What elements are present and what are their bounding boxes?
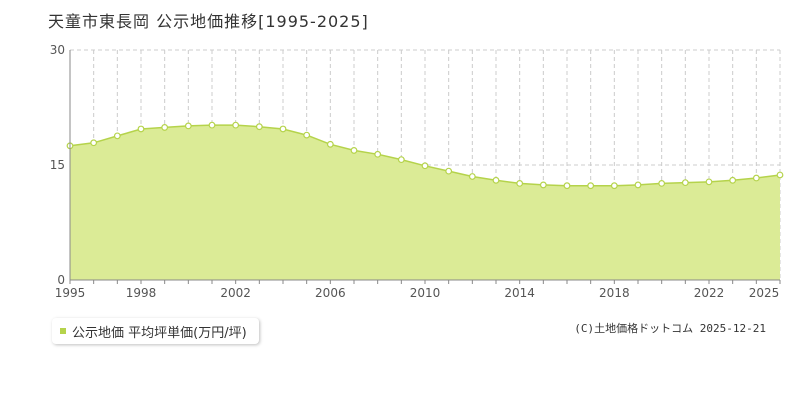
x-tick-label: 2006 [315, 286, 346, 300]
x-tick-label: 2025 [749, 286, 780, 300]
data-point-2024 [752, 174, 760, 182]
data-point-2000 [184, 122, 192, 130]
y-tick-label: 15 [50, 158, 65, 172]
data-point-1999 [161, 124, 169, 131]
data-point-2022 [705, 178, 713, 186]
data-point-2021 [681, 179, 689, 187]
data-point-2014 [516, 179, 524, 187]
y-tick-label: 30 [50, 43, 65, 57]
y-tick-labels: 0 15 30 [50, 43, 65, 287]
x-tick-label: 2018 [599, 286, 630, 300]
chart-title: 天童市東長岡 公示地価推移[1995-2025] [48, 12, 369, 31]
x-tick-label: 2014 [504, 286, 535, 300]
price-area [70, 125, 780, 280]
data-point-2002 [232, 121, 240, 129]
data-point-2004 [279, 125, 287, 133]
data-point-2008 [374, 150, 382, 158]
data-point-1996 [90, 139, 98, 147]
legend-swatch [60, 328, 66, 334]
data-point-2019 [634, 181, 642, 189]
data-point-2013 [492, 176, 500, 184]
x-tick-label: 1995 [55, 286, 86, 300]
legend-label: 公示地価 平均坪単価(万円/坪) [72, 325, 247, 341]
data-point-2007 [350, 147, 358, 154]
data-point-2010 [421, 162, 429, 170]
x-tick-label: 2010 [410, 286, 441, 300]
x-tick-label: 2022 [694, 286, 725, 300]
x-tick-labels: 1995 1998 2002 2006 2010 2014 2018 2022 2025 [55, 286, 780, 300]
data-point-2006 [326, 140, 334, 148]
data-point-2020 [658, 179, 666, 187]
y-tick-label: 0 [57, 273, 65, 287]
data-point-2012 [468, 173, 476, 180]
data-point-2025 [776, 171, 784, 179]
data-point-2017 [587, 182, 595, 190]
data-point-2009 [397, 156, 405, 164]
data-point-2018 [610, 182, 618, 190]
data-point-2003 [255, 123, 263, 131]
legend: 公示地価 平均坪単価(万円/坪) [52, 318, 259, 344]
data-point-2016 [563, 182, 571, 190]
data-point-2011 [445, 167, 453, 175]
x-tick-label: 2002 [220, 286, 251, 300]
data-point-1998 [137, 125, 145, 133]
data-point-2005 [303, 131, 311, 139]
data-point-2001 [208, 121, 216, 129]
axes [69, 50, 781, 284]
data-point-2015 [539, 181, 547, 189]
data-point-1997 [113, 132, 121, 140]
x-tick-label: 1998 [126, 286, 157, 300]
data-point-2023 [729, 176, 737, 184]
copyright-credit: (C)土地価格ドットコム 2025-12-21 [574, 322, 766, 335]
data-points [66, 121, 784, 190]
